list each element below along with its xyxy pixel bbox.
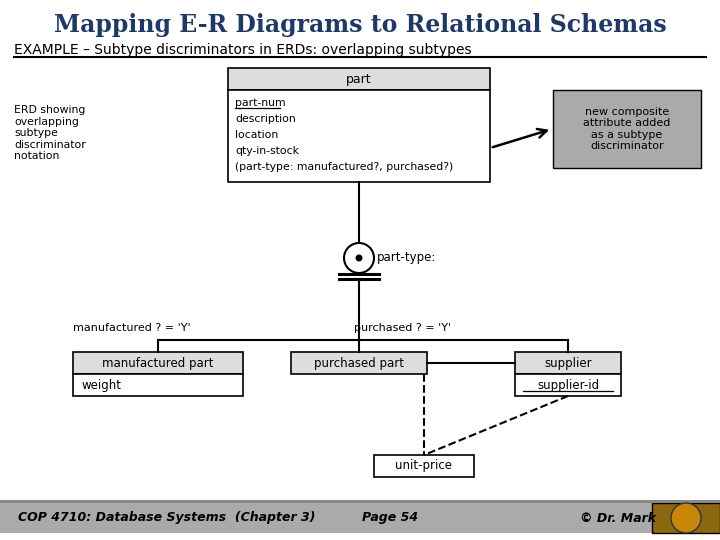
Bar <box>228 90 490 182</box>
Text: purchased ? = 'Y': purchased ? = 'Y' <box>354 323 451 333</box>
Circle shape <box>344 243 374 273</box>
Bar <box>515 352 621 374</box>
Bar <box>291 352 427 374</box>
Text: part: part <box>346 72 372 85</box>
Bar <box>0 500 720 503</box>
Text: supplier: supplier <box>544 356 592 369</box>
Text: part-num: part-num <box>235 98 286 108</box>
Bar <box>652 503 720 533</box>
Text: description: description <box>235 114 296 124</box>
Bar <box>374 455 474 477</box>
Text: manufactured ? = 'Y': manufactured ? = 'Y' <box>73 323 191 333</box>
Bar <box>73 374 243 396</box>
Bar <box>515 374 621 396</box>
Text: (part-type: manufactured?, purchased?): (part-type: manufactured?, purchased?) <box>235 162 454 172</box>
Text: location: location <box>235 130 278 140</box>
Text: new composite
attribute added
as a subtype
discriminator: new composite attribute added as a subty… <box>583 106 671 151</box>
Text: qty-in-stock: qty-in-stock <box>235 146 299 156</box>
Text: ERD showing
overlapping
subtype
discriminator
notation: ERD showing overlapping subtype discrimi… <box>14 105 86 161</box>
Text: manufactured part: manufactured part <box>102 356 214 369</box>
Bar <box>0 503 652 533</box>
Text: Mapping E-R Diagrams to Relational Schemas: Mapping E-R Diagrams to Relational Schem… <box>53 13 667 37</box>
Bar <box>228 68 490 90</box>
Text: unit-price: unit-price <box>395 460 452 472</box>
Text: COP 4710: Database Systems  (Chapter 3): COP 4710: Database Systems (Chapter 3) <box>18 511 315 524</box>
Bar <box>73 352 243 374</box>
Circle shape <box>356 255 362 261</box>
Text: supplier-id: supplier-id <box>537 379 599 392</box>
Circle shape <box>671 503 701 533</box>
Text: Page 54: Page 54 <box>362 511 418 524</box>
Text: part-type:: part-type: <box>377 252 436 265</box>
Text: purchased part: purchased part <box>314 356 404 369</box>
Bar <box>553 90 701 168</box>
Text: © Dr. Mark: © Dr. Mark <box>580 511 656 524</box>
Text: EXAMPLE – Subtype discriminators in ERDs: overlapping subtypes: EXAMPLE – Subtype discriminators in ERDs… <box>14 43 472 57</box>
Text: weight: weight <box>81 379 121 392</box>
